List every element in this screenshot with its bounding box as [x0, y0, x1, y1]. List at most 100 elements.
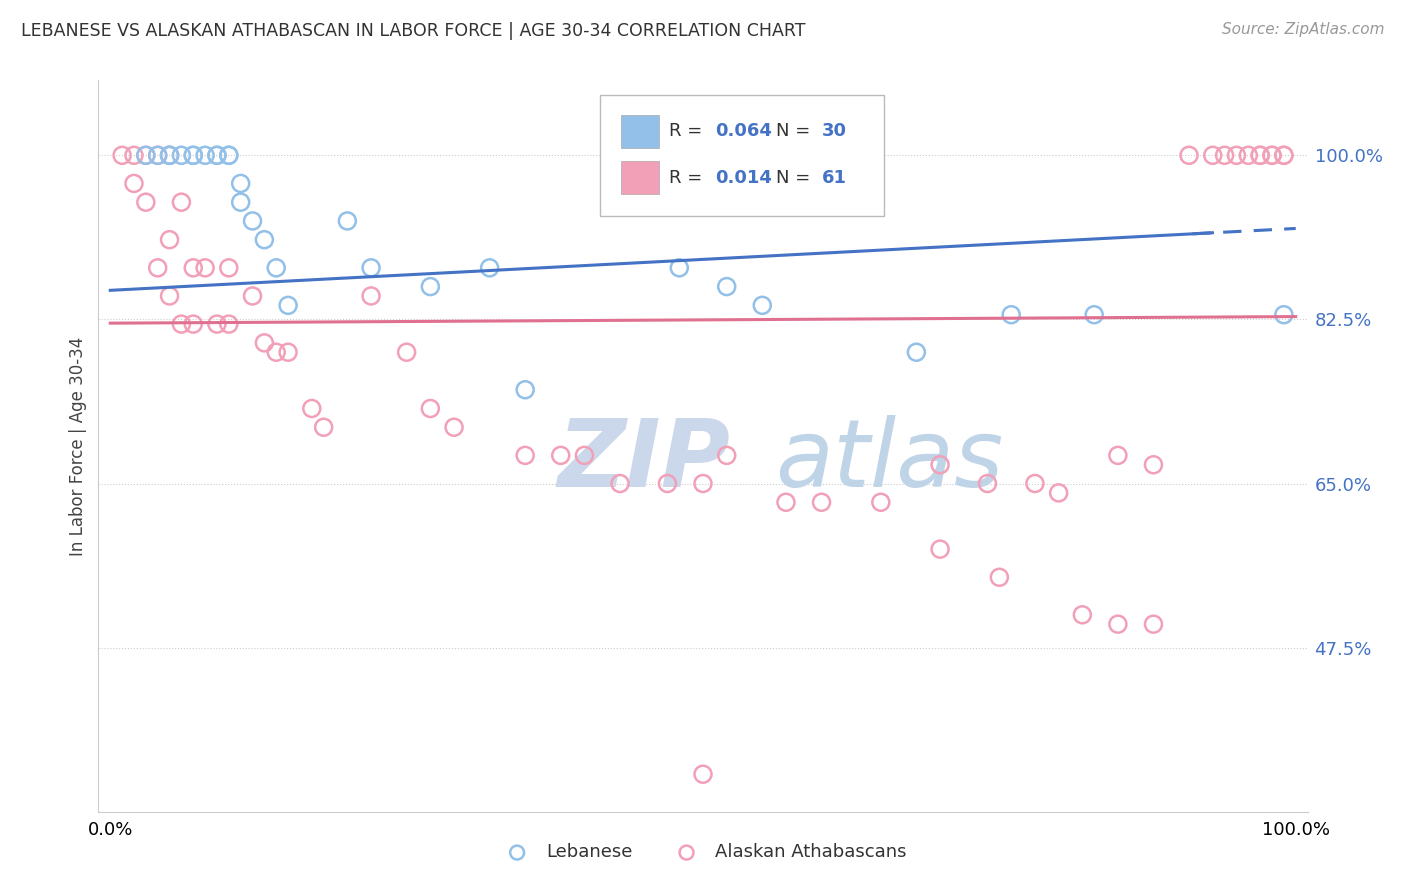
- Point: [194, 260, 217, 275]
- FancyBboxPatch shape: [621, 115, 659, 147]
- Point: [159, 289, 181, 303]
- Point: [1249, 148, 1271, 162]
- Point: [1083, 308, 1105, 322]
- Point: [515, 449, 537, 463]
- Point: [159, 148, 181, 162]
- Point: [135, 148, 157, 162]
- Point: [395, 345, 418, 359]
- Point: [574, 449, 596, 463]
- Point: [1261, 148, 1284, 162]
- Point: [159, 233, 181, 247]
- Point: [264, 345, 287, 359]
- Text: LEBANESE VS ALASKAN ATHABASCAN IN LABOR FORCE | AGE 30-34 CORRELATION CHART: LEBANESE VS ALASKAN ATHABASCAN IN LABOR …: [21, 22, 806, 40]
- Point: [419, 279, 441, 293]
- Point: [205, 148, 228, 162]
- Legend: Lebanese, Alaskan Athabascans: Lebanese, Alaskan Athabascans: [492, 836, 914, 869]
- Point: [218, 317, 240, 331]
- Text: R =: R =: [669, 122, 709, 140]
- Point: [205, 148, 228, 162]
- Text: Source: ZipAtlas.com: Source: ZipAtlas.com: [1222, 22, 1385, 37]
- Point: [218, 148, 240, 162]
- Point: [988, 570, 1011, 584]
- Point: [1272, 148, 1295, 162]
- Text: R =: R =: [669, 169, 709, 186]
- Point: [550, 449, 572, 463]
- Point: [1272, 308, 1295, 322]
- Point: [609, 476, 631, 491]
- Text: 0.014: 0.014: [716, 169, 772, 186]
- Point: [181, 260, 204, 275]
- Point: [1142, 458, 1164, 472]
- Point: [170, 195, 193, 210]
- Point: [146, 148, 169, 162]
- Point: [170, 317, 193, 331]
- Point: [976, 476, 998, 491]
- Point: [751, 298, 773, 312]
- Point: [159, 148, 181, 162]
- Point: [1261, 148, 1284, 162]
- Point: [1142, 617, 1164, 632]
- Point: [1107, 617, 1129, 632]
- Point: [869, 495, 891, 509]
- Point: [419, 401, 441, 416]
- Point: [1024, 476, 1046, 491]
- Point: [692, 476, 714, 491]
- Point: [135, 148, 157, 162]
- Point: [1000, 308, 1022, 322]
- Point: [716, 449, 738, 463]
- Point: [122, 148, 145, 162]
- Point: [360, 260, 382, 275]
- Point: [253, 335, 276, 350]
- Text: 0.064: 0.064: [716, 122, 772, 140]
- Point: [277, 345, 299, 359]
- Point: [515, 383, 537, 397]
- Text: ZIP: ZIP: [558, 415, 731, 507]
- Point: [775, 495, 797, 509]
- Point: [194, 148, 217, 162]
- Point: [264, 260, 287, 275]
- Point: [668, 260, 690, 275]
- Point: [242, 289, 264, 303]
- FancyBboxPatch shape: [600, 95, 884, 216]
- Point: [170, 148, 193, 162]
- Text: atlas: atlas: [776, 415, 1004, 506]
- Point: [111, 148, 134, 162]
- Point: [716, 279, 738, 293]
- Point: [1225, 148, 1247, 162]
- Point: [1178, 148, 1201, 162]
- Point: [1202, 148, 1225, 162]
- Point: [1071, 607, 1094, 622]
- Point: [1249, 148, 1271, 162]
- Point: [122, 177, 145, 191]
- Point: [478, 260, 501, 275]
- Text: N =: N =: [776, 122, 815, 140]
- Point: [1237, 148, 1260, 162]
- Point: [159, 148, 181, 162]
- Point: [181, 148, 204, 162]
- Point: [229, 195, 252, 210]
- Point: [301, 401, 323, 416]
- Point: [312, 420, 335, 434]
- Point: [229, 177, 252, 191]
- FancyBboxPatch shape: [621, 161, 659, 194]
- Y-axis label: In Labor Force | Age 30-34: In Labor Force | Age 30-34: [69, 336, 87, 556]
- Point: [277, 298, 299, 312]
- Text: 30: 30: [821, 122, 846, 140]
- Point: [1107, 449, 1129, 463]
- Point: [205, 317, 228, 331]
- Point: [1272, 148, 1295, 162]
- Point: [810, 495, 832, 509]
- Point: [146, 148, 169, 162]
- Text: 61: 61: [821, 169, 846, 186]
- Text: N =: N =: [776, 169, 815, 186]
- Point: [146, 260, 169, 275]
- Point: [1047, 486, 1070, 500]
- Point: [181, 317, 204, 331]
- Point: [443, 420, 465, 434]
- Point: [135, 195, 157, 210]
- Point: [929, 542, 952, 557]
- Point: [657, 476, 679, 491]
- Point: [360, 289, 382, 303]
- Point: [336, 214, 359, 228]
- Point: [218, 148, 240, 162]
